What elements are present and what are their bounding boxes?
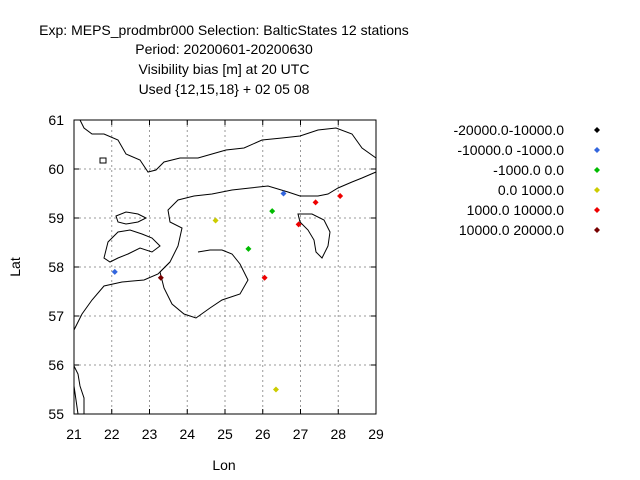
coastline-lake-peipus	[297, 213, 331, 259]
coastline-finland	[79, 119, 377, 173]
x-tick-label: 26	[255, 426, 271, 442]
coastline-riga-gulf	[159, 249, 249, 319]
data-point-series-2	[245, 245, 252, 252]
legend-label: -10000.0 -1000.0	[457, 142, 564, 158]
coastline-map	[73, 119, 377, 415]
coastline-island-hiiumaa	[115, 211, 148, 225]
legend-label: -1000.0 0.0	[493, 162, 564, 178]
data-point-series-4	[337, 192, 344, 199]
legend-marker	[594, 187, 600, 193]
legend-marker	[594, 227, 600, 233]
axis-ticks: 21 22 23 24 25 26 27 28 29 55 56 57 58 59 60 61	[48, 112, 384, 442]
title-line-1: Exp: MEPS_prodmbr000 Selection: BalticSt…	[39, 22, 409, 38]
legend-label: 10000.0 20000.0	[459, 222, 564, 238]
data-point-series-4	[295, 221, 302, 228]
legend-marker	[594, 147, 600, 153]
data-point-series-4	[312, 199, 319, 206]
legend: -20000.0-10000.0 -10000.0 -1000.0 -1000.0 …	[453, 122, 600, 238]
y-tick-label: 58	[48, 259, 64, 275]
data-point-series-3	[272, 386, 279, 393]
chart-title: Exp: MEPS_prodmbr000 Selection: BalticSt…	[39, 22, 409, 97]
data-point-series-1	[111, 268, 118, 275]
data-points	[111, 190, 344, 393]
x-tick-label: 23	[142, 426, 158, 442]
x-tick-label: 21	[66, 426, 82, 442]
data-point-series-2	[269, 208, 276, 215]
grid-lines	[74, 120, 376, 414]
title-line-3: Visibility bias [m] at 20 UTC	[139, 61, 310, 77]
y-tick-label: 57	[48, 308, 64, 324]
coastline-island-saaremaa	[103, 229, 161, 263]
legend-label: 0.0 1000.0	[498, 182, 564, 198]
x-axis-label: Lon	[212, 457, 235, 473]
legend-marker	[594, 127, 600, 133]
data-point-series-1	[280, 190, 287, 197]
data-point-series-5	[157, 274, 164, 281]
x-tick-label: 28	[330, 426, 346, 442]
x-tick-label: 25	[217, 426, 233, 442]
coastline-baltics	[73, 171, 377, 331]
y-tick-label: 59	[48, 210, 64, 226]
y-axis-label: Lat	[7, 257, 23, 277]
data-point-series-4	[261, 274, 268, 281]
title-line-2: Period: 20200601-20200630	[135, 41, 313, 57]
y-tick-label: 56	[48, 357, 64, 373]
legend-label: -20000.0-10000.0	[453, 122, 564, 138]
coastline-island-aland	[99, 157, 107, 164]
y-tick-label: 60	[48, 161, 64, 177]
x-tick-label: 24	[179, 426, 195, 442]
legend-label: 1000.0 10000.0	[467, 202, 565, 218]
x-tick-label: 27	[293, 426, 309, 442]
title-line-4: Used {12,15,18} + 02 05 08	[139, 81, 310, 97]
data-point-series-3	[212, 217, 219, 224]
x-tick-label: 29	[368, 426, 384, 442]
y-tick-label: 55	[48, 406, 64, 422]
coastline-sweden	[73, 365, 85, 415]
x-tick-label: 22	[104, 426, 120, 442]
y-tick-label: 61	[48, 112, 64, 128]
legend-marker	[594, 167, 600, 173]
legend-marker	[594, 207, 600, 213]
